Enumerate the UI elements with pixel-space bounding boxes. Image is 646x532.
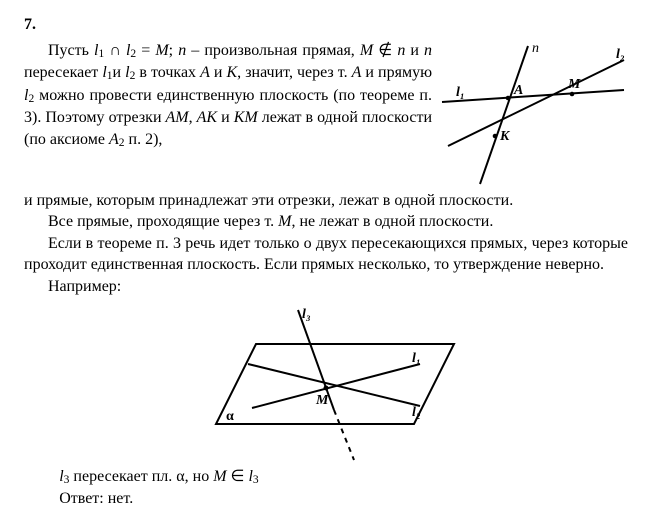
figure-center: l₃ l₁ l₂ M α — [24, 304, 628, 464]
bottom-line-1: l3 пересекает пл. α, но M ∈ l3 — [24, 466, 628, 489]
label-l2-top: l₂ — [616, 47, 625, 62]
top-paragraph-text: Пусть l1 ∩ l2 = M; n – произвольная прям… — [24, 40, 432, 152]
top-block: Пусть l1 ∩ l2 = M; n – произвольная прям… — [24, 40, 628, 190]
figure-top: n l₂ l₁ A M K — [438, 40, 628, 190]
top-paragraph: Пусть l1 ∩ l2 = M; n – произвольная прям… — [24, 40, 438, 152]
label-l3: l₃ — [302, 307, 311, 322]
diagram-center: l₃ l₁ l₂ M α — [176, 304, 476, 464]
label-n: n — [532, 41, 539, 56]
problem-number: 7. — [24, 14, 628, 36]
label-M: M — [567, 77, 581, 92]
label-M-c: M — [315, 393, 329, 408]
para3: Если в теореме п. 3 речь идет только о д… — [24, 233, 628, 276]
para2: Все прямые, проходящие через т. M, не ле… — [24, 211, 628, 233]
label-l2-c: l₂ — [412, 405, 421, 420]
bottom-line-2: Ответ: нет. — [24, 488, 628, 510]
bottom-lines: l3 пересекает пл. α, но M ∈ l3 Ответ: не… — [24, 466, 628, 510]
para4: Например: — [24, 276, 628, 298]
label-l1-c: l₁ — [412, 351, 421, 366]
label-alpha: α — [226, 409, 234, 424]
label-A: A — [513, 83, 523, 98]
label-K: K — [499, 129, 511, 144]
continuation-line: и прямые, которым принадлежат эти отрезк… — [24, 190, 628, 212]
diagram-top: n l₂ l₁ A M K — [438, 40, 628, 190]
label-l1: l₁ — [456, 85, 465, 100]
